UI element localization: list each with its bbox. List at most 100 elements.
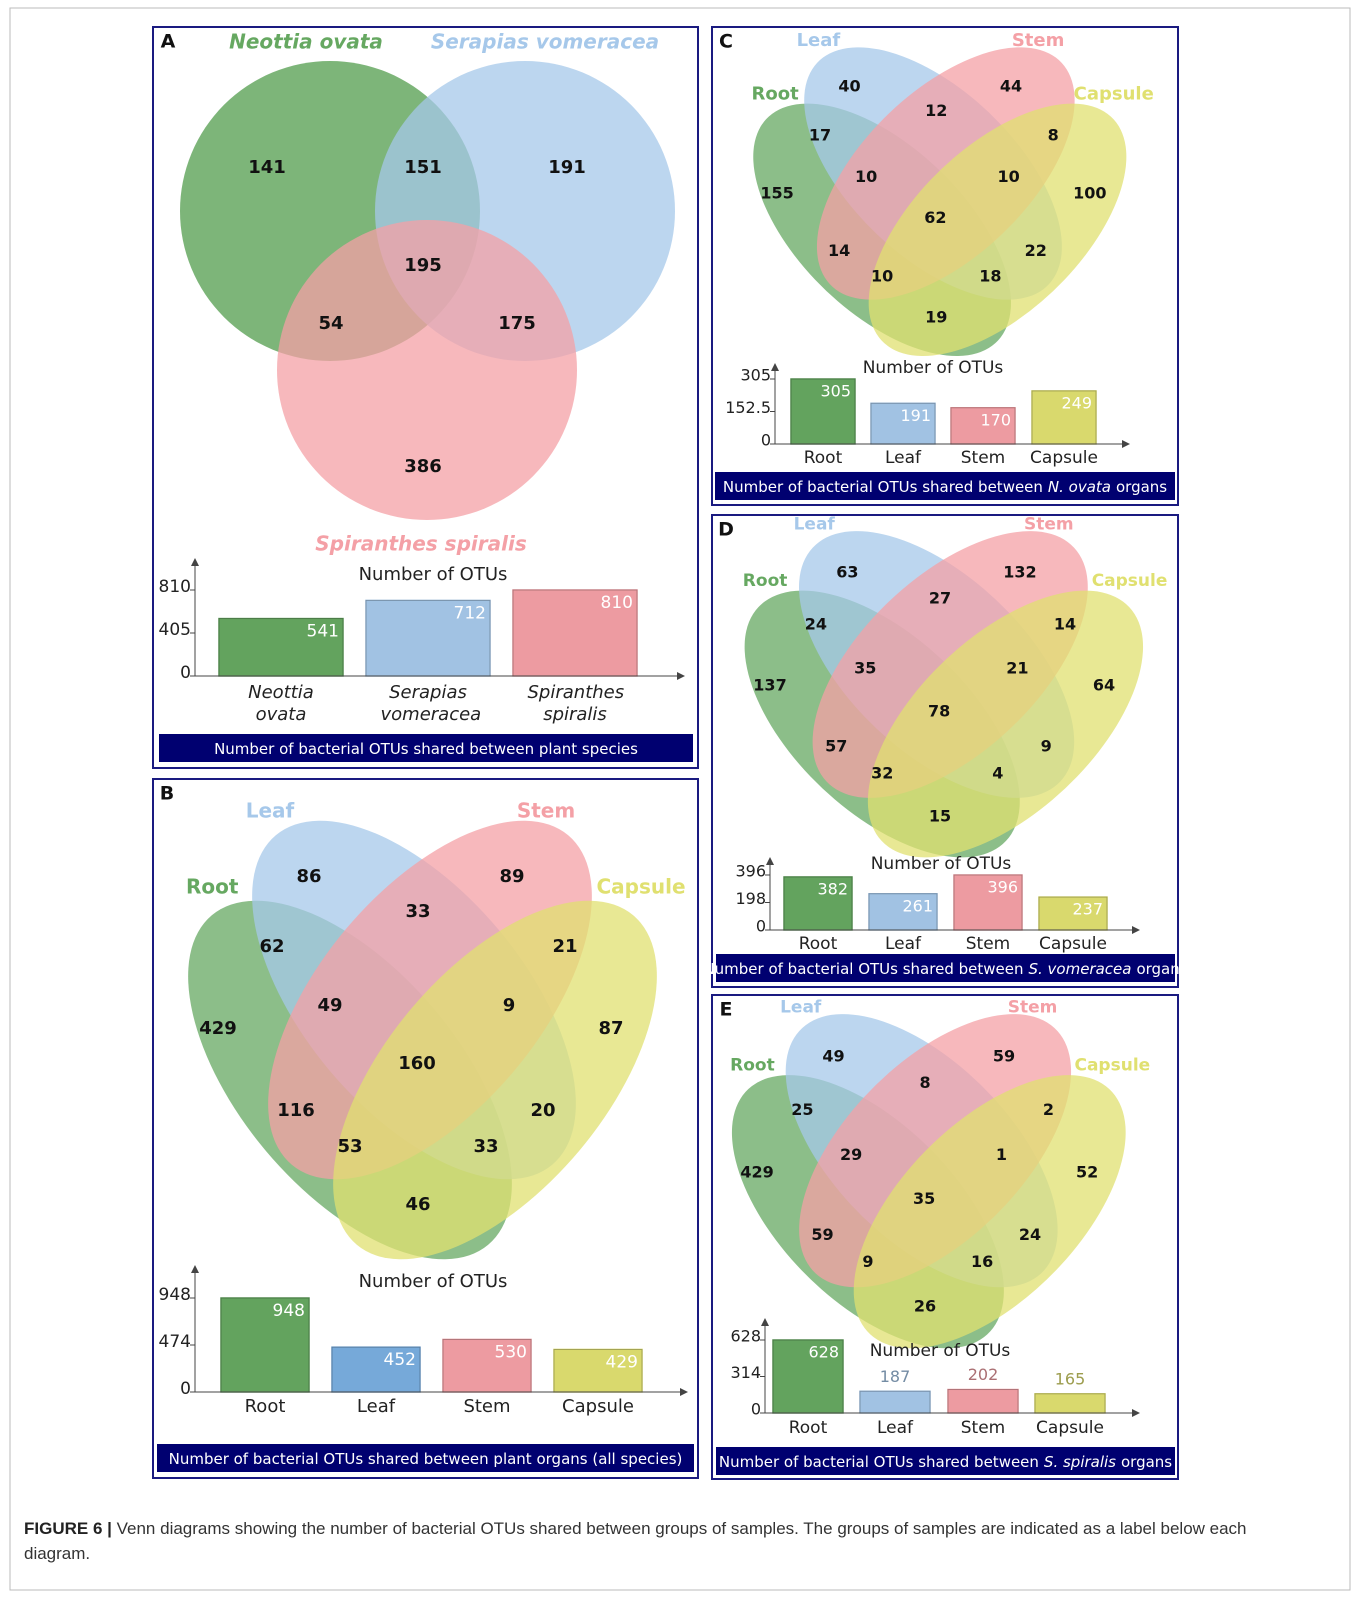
x-tick-label: Leaf (885, 934, 922, 954)
bar (870, 402, 936, 445)
region-count: 191 (548, 157, 586, 178)
venn (744, 531, 1144, 858)
region-count: 24 (805, 615, 827, 634)
region-count: 52 (1076, 1162, 1098, 1181)
venn (188, 820, 657, 1260)
bar-value-label: 541 (307, 622, 339, 642)
y-tick-label: 948 (159, 1285, 191, 1305)
set-label: Neottia ovata (229, 30, 383, 54)
region-count: 151 (404, 157, 442, 178)
venn (731, 1014, 1126, 1349)
region-count: 21 (552, 936, 577, 957)
region-count: 10 (998, 167, 1020, 186)
region-count: 14 (828, 241, 850, 260)
region-count: 27 (929, 589, 951, 608)
venn-ellipse (333, 900, 657, 1260)
y-tick-label: 810 (159, 577, 191, 597)
region-count: 2 (1043, 1100, 1054, 1119)
region-count: 40 (838, 76, 860, 95)
region-count: 46 (405, 1194, 430, 1215)
caption-text: Venn diagrams showing the number of bact… (24, 1519, 1247, 1563)
panel-letter: C (719, 31, 733, 53)
region-count: 132 (1003, 562, 1036, 581)
x-axis-arrow (677, 672, 685, 680)
region-count: 63 (836, 562, 858, 581)
bar-value-label: 530 (495, 1342, 527, 1362)
bar-value-label: 628 (808, 1343, 839, 1362)
x-tick-label: Stem (961, 448, 1005, 468)
footer-band (715, 472, 1175, 500)
x-tick-label: Capsule (562, 1396, 634, 1417)
region-count: 19 (925, 307, 947, 326)
region-count: 116 (277, 1100, 315, 1121)
set-label: Stem (1012, 30, 1065, 51)
bar-chart-title: Number of OTUs (871, 854, 1012, 874)
set-label: Leaf (797, 30, 841, 51)
set-label: Leaf (780, 997, 822, 1017)
set-label: Spiranthes spiralis (315, 532, 527, 556)
region-count: 59 (993, 1046, 1015, 1065)
y-tick-label: 405 (159, 620, 191, 640)
caption-label: FIGURE 6 | (24, 1519, 112, 1538)
x-tick-label: Capsule (1030, 448, 1098, 468)
y-axis-arrow (771, 363, 779, 371)
bar (772, 1339, 844, 1414)
bar-value-label: 261 (902, 896, 933, 915)
region-count: 78 (928, 702, 950, 721)
y-tick-label: 0 (180, 663, 191, 683)
set-label: Capsule (1074, 84, 1154, 105)
bar-value-label: 948 (273, 1301, 305, 1321)
region-count: 386 (404, 456, 442, 477)
bar (553, 1348, 643, 1393)
x-tick-label: Root (799, 934, 838, 954)
panel-letter: D (718, 519, 734, 541)
x-tick-label: Capsule (1036, 1418, 1104, 1438)
set-label: Capsule (596, 875, 685, 899)
bar (868, 893, 938, 931)
bar (950, 407, 1016, 445)
region-count: 8 (919, 1073, 930, 1092)
y-axis-arrow (766, 857, 774, 865)
y-tick-label: 396 (735, 862, 766, 881)
y-tick-label: 0 (761, 431, 771, 450)
region-count: 8 (1048, 126, 1059, 145)
bar (442, 1338, 532, 1393)
y-tick-label: 474 (159, 1332, 191, 1352)
venn-ellipse (867, 590, 1144, 858)
x-tick-label: Leaf (877, 1418, 914, 1438)
footer-part: S. spiralis (1044, 1453, 1116, 1471)
region-count: 17 (809, 126, 831, 145)
region-count: 429 (199, 1018, 237, 1039)
x-axis-arrow (680, 1388, 688, 1396)
venn-ellipse (853, 1075, 1126, 1349)
x-tick-label: Serapias vomeracea (380, 682, 482, 725)
region-count: 1 (996, 1145, 1007, 1164)
bar-value-label: 396 (987, 878, 1018, 897)
set-label: Serapias vomeracea (431, 30, 659, 54)
bar-value-label: 237 (1072, 900, 1103, 919)
set-label: Leaf (246, 799, 295, 823)
set-label: Stem (517, 799, 575, 823)
footer-part: organs (1121, 1453, 1172, 1471)
bar (218, 617, 344, 677)
region-count: 64 (1093, 676, 1115, 695)
footer-part: Number of bacterial OTUs shared between (703, 960, 1023, 978)
bar (1034, 1393, 1106, 1414)
bar-value-label: 170 (980, 410, 1011, 429)
bar-value-label: 810 (601, 593, 633, 613)
y-axis-arrow (191, 558, 199, 566)
bar (947, 1388, 1019, 1414)
region-count: 15 (929, 807, 951, 826)
footer: Number of bacterial OTUs shared between … (214, 740, 638, 758)
region-count: 86 (296, 866, 321, 887)
bar-value-label: 187 (880, 1367, 911, 1386)
y-tick-label: 0 (751, 1400, 761, 1419)
footer-band (716, 954, 1175, 982)
footer-band (716, 1447, 1175, 1475)
region-count: 59 (811, 1225, 833, 1244)
bar-chart-title: Number of OTUs (870, 1341, 1011, 1361)
region-count: 33 (473, 1136, 498, 1157)
x-tick-label: Root (245, 1396, 286, 1417)
